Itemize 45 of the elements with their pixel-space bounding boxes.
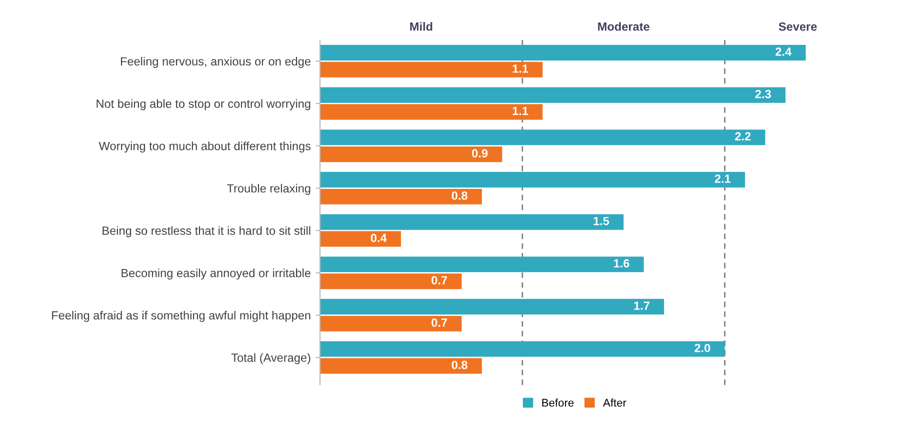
bar — [320, 130, 766, 146]
data-label: 1.5 — [594, 216, 610, 226]
y-tick-label: Trouble relaxing — [227, 184, 310, 195]
bar — [320, 104, 543, 120]
bar — [320, 44, 806, 60]
bar — [320, 298, 664, 314]
data-label: 2.3 — [755, 90, 771, 98]
legend-label: Before — [542, 398, 574, 407]
data-label: 1.1 — [512, 106, 528, 116]
data-label: 1.1 — [512, 64, 528, 73]
data-label: 2.0 — [694, 344, 710, 352]
y-tick-label: Worrying too much about different things — [98, 142, 311, 153]
bar — [320, 87, 786, 103]
y-tick-label: Feeling nervous, anxious or on edge — [120, 56, 310, 68]
data-label: 1.7 — [634, 302, 650, 310]
y-tick-label: Not being able to stop or control worrying — [96, 99, 310, 110]
data-label: 0.7 — [432, 276, 448, 284]
data-label: 0.8 — [452, 360, 468, 370]
bar — [320, 231, 401, 247]
bar — [320, 146, 502, 162]
bar — [320, 341, 725, 357]
y-tick-label: Being so restless that it is hard to sit still — [102, 226, 310, 238]
bar — [320, 274, 462, 290]
y-tick-label: Total (Average) — [231, 353, 310, 364]
text: Mild — [410, 22, 432, 31]
text: Severe — [778, 22, 817, 31]
bar — [320, 188, 482, 204]
bar — [320, 316, 462, 332]
data-label: 2.2 — [735, 132, 751, 140]
data-label: 0.7 — [432, 318, 448, 327]
legend-label: After — [602, 398, 626, 407]
data-label: 0.9 — [472, 149, 488, 158]
text: Moderate — [598, 22, 650, 31]
data-label: 0.4 — [370, 234, 387, 242]
data-label: 2.4 — [776, 48, 792, 56]
bar — [320, 256, 644, 272]
data-label: 0.8 — [452, 191, 468, 200]
y-tick-label: Feeling afraid as if something awful might happen — [52, 310, 310, 322]
bar — [320, 358, 482, 374]
bar — [320, 172, 745, 188]
bar — [320, 214, 624, 230]
y-tick-label: Becoming easily annoyed or irritable — [122, 268, 310, 280]
data-label: 2.1 — [714, 174, 731, 183]
data-label: 1.6 — [614, 259, 630, 268]
bar — [320, 62, 543, 78]
